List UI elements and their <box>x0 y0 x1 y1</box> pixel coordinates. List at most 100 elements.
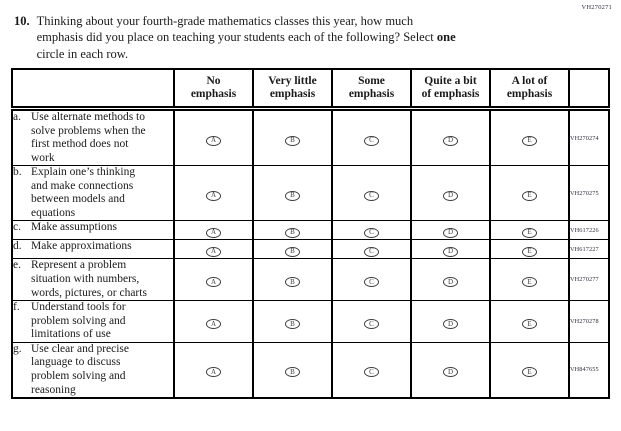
answer-oval-c[interactable]: C <box>364 319 379 329</box>
answer-oval-d[interactable]: D <box>443 135 458 146</box>
option-cell-quite-a-bit-of-emphasis: D <box>410 239 491 260</box>
emphasis-table: No emphasis Very little emphasis Some empha… <box>11 68 610 400</box>
oval-letter-a: A <box>210 247 217 256</box>
option-cell-some-emphasis: C <box>331 258 412 302</box>
answer-oval-c[interactable]: C <box>364 135 379 146</box>
answer-oval-e[interactable]: E <box>522 135 537 146</box>
oval-letter-c: C <box>369 367 374 376</box>
row-letter: c. <box>13 221 21 234</box>
answer-oval-b[interactable]: B <box>285 135 300 146</box>
option-cell-very-little-emphasis: B <box>252 107 333 167</box>
oval-letter-a: A <box>210 136 217 145</box>
header-row: No emphasis Very little emphasis Some empha… <box>11 68 610 111</box>
answer-oval-e[interactable]: E <box>522 227 537 238</box>
row-label: Use alternate methods to solve problems … <box>31 110 146 164</box>
header-empty-label-cell <box>11 68 175 111</box>
oval-letter-c: C <box>369 319 374 328</box>
option-cell-quite-a-bit-of-emphasis: D <box>410 220 491 241</box>
oval-letter-a: A <box>210 367 217 376</box>
oval-letter-e: E <box>527 319 532 328</box>
answer-oval-e[interactable]: E <box>522 319 537 329</box>
option-cell-some-emphasis: C <box>331 300 412 343</box>
option-cell-a-lot-of-emphasis: E <box>489 220 570 241</box>
row-label-cell: f. Understand tools for problem solving … <box>11 300 175 343</box>
oval-letter-a: A <box>210 228 217 237</box>
oval-letter-c: C <box>369 277 374 286</box>
answer-oval-b[interactable]: B <box>285 319 300 329</box>
answer-oval-a[interactable]: A <box>206 277 221 288</box>
option-cell-no-emphasis: A <box>173 300 254 343</box>
option-cell-a-lot-of-emphasis: E <box>489 107 570 167</box>
row-code: VH270274 <box>568 107 610 167</box>
option-cell-quite-a-bit-of-emphasis: D <box>410 107 491 167</box>
answer-oval-a[interactable]: A <box>206 190 221 201</box>
answer-oval-d[interactable]: D <box>443 319 458 329</box>
answer-oval-a[interactable]: A <box>206 227 221 238</box>
option-cell-a-lot-of-emphasis: E <box>489 341 570 399</box>
answer-oval-b[interactable]: B <box>285 277 300 288</box>
table-row: b. Explain one’s thinking and make conne… <box>11 165 610 222</box>
oval-letter-e: E <box>527 277 532 286</box>
oval-letter-d: D <box>447 191 454 200</box>
answer-oval-c[interactable]: C <box>364 190 379 201</box>
oval-letter-c: C <box>369 228 374 237</box>
answer-oval-b[interactable]: B <box>285 246 300 257</box>
row-label: Understand tools for problem solving and… <box>31 301 126 341</box>
answer-oval-c[interactable]: C <box>364 227 379 238</box>
answer-oval-a[interactable]: A <box>206 319 221 329</box>
row-letter: d. <box>13 240 22 253</box>
answer-oval-c[interactable]: C <box>364 367 379 378</box>
oval-letter-c: C <box>369 247 374 256</box>
oval-letter-e: E <box>527 228 532 237</box>
question-number: 10. <box>14 14 30 28</box>
answer-oval-c[interactable]: C <box>364 277 379 288</box>
table-row: d. Make approximations A B C D E VH61722… <box>11 239 610 260</box>
oval-letter-e: E <box>527 247 532 256</box>
option-cell-a-lot-of-emphasis: E <box>489 239 570 260</box>
option-cell-a-lot-of-emphasis: E <box>489 258 570 302</box>
row-code: VH270277 <box>568 258 610 302</box>
row-label-cell: c. Make assumptions <box>11 220 175 241</box>
answer-oval-c[interactable]: C <box>364 246 379 257</box>
oval-letter-d: D <box>447 367 454 376</box>
answer-oval-b[interactable]: B <box>285 367 300 378</box>
option-cell-some-emphasis: C <box>331 165 412 222</box>
answer-oval-e[interactable]: E <box>522 367 537 378</box>
answer-oval-d[interactable]: D <box>443 246 458 257</box>
answer-oval-e[interactable]: E <box>522 190 537 201</box>
question-bold-word: one <box>436 30 456 45</box>
answer-oval-a[interactable]: A <box>206 135 221 146</box>
question-line-3: circle in each row. <box>36 46 129 61</box>
answer-oval-b[interactable]: B <box>285 227 300 238</box>
answer-oval-d[interactable]: D <box>443 277 458 288</box>
header-quite-a-bit-of-emphasis: Quite a bit of emphasis <box>410 68 491 111</box>
answer-oval-d[interactable]: D <box>443 227 458 238</box>
oval-letter-b: B <box>290 367 295 376</box>
oval-letter-d: D <box>447 228 454 237</box>
question-text: Thinking about your fourth-grade mathema… <box>37 13 456 62</box>
option-cell-very-little-emphasis: B <box>252 165 333 222</box>
option-cell-some-emphasis: C <box>331 107 412 167</box>
option-cell-quite-a-bit-of-emphasis: D <box>410 258 491 302</box>
answer-oval-a[interactable]: A <box>206 246 221 257</box>
answer-oval-e[interactable]: E <box>522 246 537 257</box>
row-label: Explain one’s thinking and make connecti… <box>31 166 136 219</box>
option-cell-very-little-emphasis: B <box>252 220 333 241</box>
option-cell-quite-a-bit-of-emphasis: D <box>410 165 491 222</box>
row-letter: b. <box>13 166 22 179</box>
question-line-1: Thinking about your fourth-grade mathema… <box>36 14 414 28</box>
answer-oval-d[interactable]: D <box>443 367 458 378</box>
header-empty-code-cell <box>568 68 610 111</box>
oval-letter-d: D <box>447 247 454 256</box>
answer-oval-e[interactable]: E <box>522 277 537 288</box>
answer-oval-a[interactable]: A <box>206 367 221 378</box>
row-label-cell: g. Use clear and precise language to dis… <box>11 341 175 399</box>
answer-oval-d[interactable]: D <box>443 190 458 201</box>
option-cell-quite-a-bit-of-emphasis: D <box>410 300 491 343</box>
answer-oval-b[interactable]: B <box>285 190 300 201</box>
row-letter: f. <box>13 301 20 314</box>
oval-letter-a: A <box>210 277 217 286</box>
row-code: VH270275 <box>568 165 610 222</box>
oval-letter-c: C <box>369 191 374 200</box>
oval-letter-b: B <box>290 319 295 328</box>
